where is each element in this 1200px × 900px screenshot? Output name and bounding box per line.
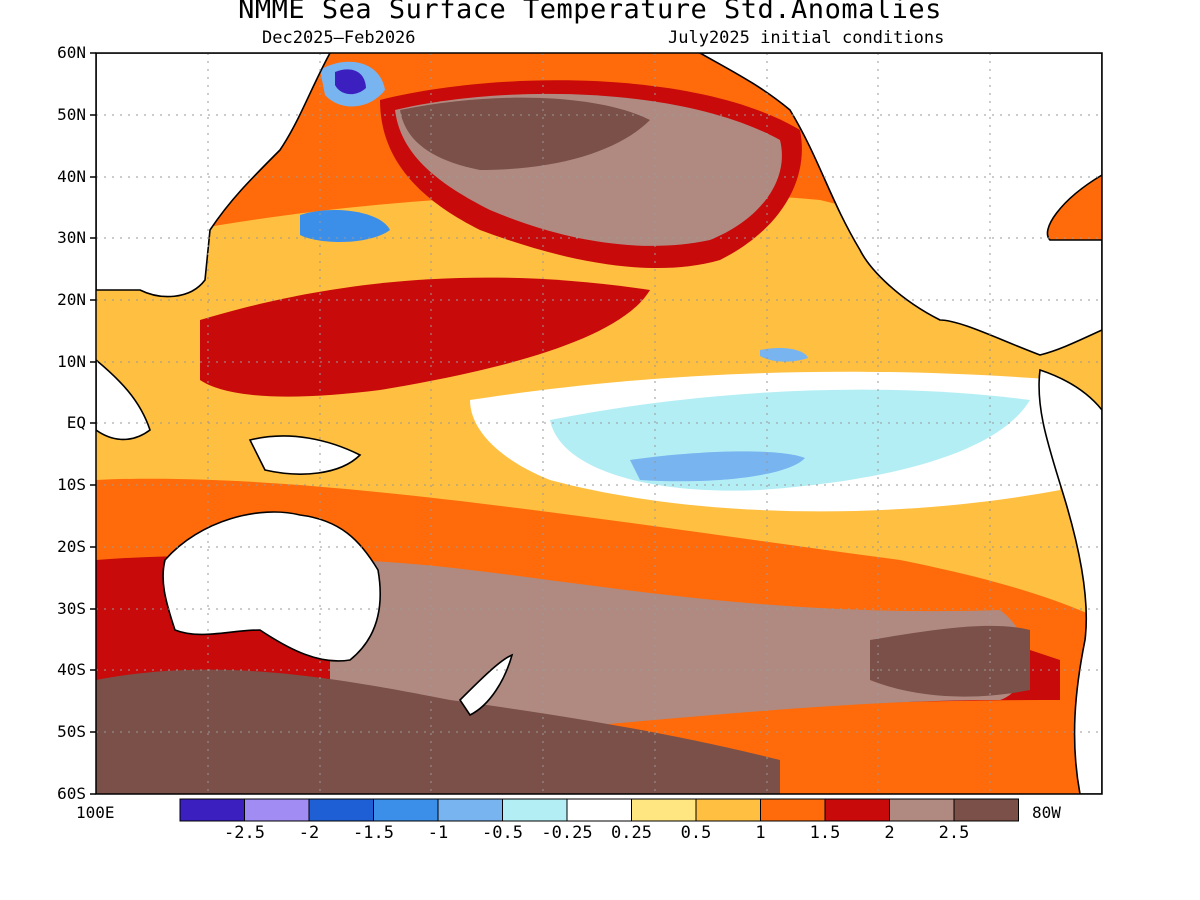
colorbar-tick-label: -1.5 [353, 823, 394, 843]
lat-label: 10S [57, 475, 86, 494]
lat-label: 60N [57, 43, 86, 62]
colorbar-tick-label: 1 [755, 823, 766, 843]
lat-label: 50N [57, 105, 86, 124]
colorbar-swatch [373, 798, 439, 822]
anomaly-field [96, 53, 1102, 794]
colorbar-tick-label: 1.5 [809, 823, 841, 843]
lat-label: 30S [57, 599, 86, 618]
lat-label: 40N [57, 167, 86, 186]
north-america [698, 53, 1102, 356]
colorbar-tick-label: 2 [884, 823, 895, 843]
colorbar-tick-label: -1 [427, 823, 449, 843]
colorbar-tick-label: -2 [298, 823, 320, 843]
initial-conditions: July2025 initial conditions [668, 28, 945, 48]
lat-ticks [90, 52, 96, 795]
new-guinea [248, 435, 362, 475]
north-dark-core [400, 97, 650, 170]
colorbar-tick-label: -0.25 [541, 823, 593, 843]
colorbar-swatch [437, 798, 503, 822]
lon-label-right: 80W [1032, 803, 1061, 822]
equatorial-cool-core [630, 451, 805, 482]
southern-ocean-dark [96, 669, 780, 794]
lat-label: 30N [57, 228, 86, 247]
gridlines [96, 53, 1102, 794]
forecast-period: Dec2025–Feb2026 [262, 28, 416, 48]
land-outlines [96, 53, 1102, 794]
new-zealand [458, 653, 514, 717]
colorbar-tick-label: -0.5 [482, 823, 523, 843]
colorbar-swatch [179, 798, 245, 822]
lat-label: 10N [57, 352, 86, 371]
indochina [96, 358, 151, 441]
western-pacific-warm [200, 277, 650, 397]
colorbar-tick-label: -2.5 [224, 823, 265, 843]
south-brown-zone [330, 560, 1027, 740]
south-america [1038, 368, 1102, 794]
lat-label: 50S [57, 722, 86, 741]
lat-label: 60S [57, 784, 86, 803]
lat-label: 20N [57, 290, 86, 309]
okhotsk-cold-core [335, 69, 366, 95]
colorbar-swatch [695, 798, 761, 822]
colorbar [179, 798, 1019, 822]
kuroshio-cool [300, 210, 390, 242]
colorbar-swatch [244, 798, 310, 822]
map-title: NMME Sea Surface Temperature Std.Anomali… [238, 0, 942, 25]
colorbar-swatch [502, 798, 568, 822]
colorbar-tick-label: 0.25 [611, 823, 652, 843]
colorbar-swatch [631, 798, 697, 822]
lon-label-left: 100E [76, 803, 115, 822]
east-asia [96, 53, 331, 298]
southeast-dark [870, 625, 1030, 697]
lat-label: 40S [57, 660, 86, 679]
colorbar-tick-label: 0.5 [680, 823, 712, 843]
tropical-cool-patch [760, 347, 808, 362]
australia [162, 511, 381, 662]
lat-label: 20S [57, 537, 86, 556]
colorbar-swatch [308, 798, 374, 822]
colorbar-swatch [566, 798, 632, 822]
colorbar-swatch [760, 798, 826, 822]
colorbar-swatch [953, 798, 1019, 822]
colorbar-swatch [824, 798, 890, 822]
colorbar-tick-label: 2.5 [938, 823, 970, 843]
colorbar-swatch [889, 798, 955, 822]
lat-label: EQ [66, 413, 86, 432]
